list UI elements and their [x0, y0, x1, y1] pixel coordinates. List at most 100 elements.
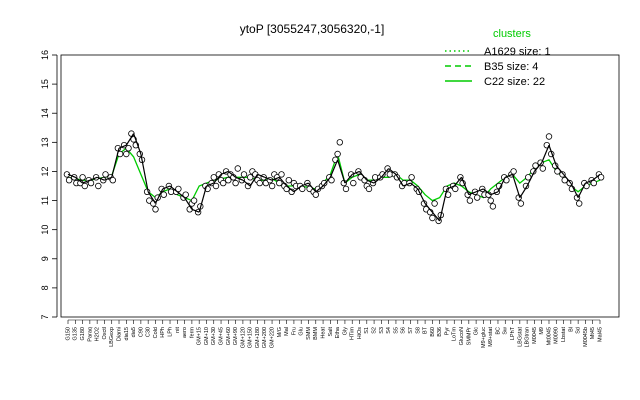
data-point [350, 179, 357, 187]
y-tick-label: 12 [40, 166, 50, 176]
data-point [125, 144, 132, 152]
point-connector [366, 179, 375, 184]
point-connector [133, 133, 142, 155]
point-connector [249, 174, 258, 187]
x-tick-label: Glc [474, 327, 480, 336]
x-tick-label: G135 [73, 327, 79, 340]
point-connector [278, 176, 288, 187]
x-tick-label: LBGexp [109, 327, 115, 347]
x-tick-label: Lbstat [561, 327, 567, 342]
data-point [347, 171, 355, 178]
point-connector [162, 185, 171, 190]
point-connector [475, 188, 484, 193]
x-tick-label: S6 [401, 327, 407, 334]
point-connector [395, 174, 404, 187]
legend-label: A1629 size: 1 [484, 46, 551, 58]
x-tick-label: S3 [379, 327, 385, 334]
x-tick-label: Oxctl [102, 327, 108, 340]
data-point [517, 200, 525, 207]
x-tick-label: Diami [116, 327, 122, 341]
data-point [190, 197, 198, 204]
point-connector [154, 188, 164, 204]
data-point [334, 150, 341, 158]
data-point [276, 179, 283, 187]
x-tick-label: S8 [415, 327, 421, 334]
x-tick-label: C90 [138, 327, 144, 337]
point-connector [417, 188, 426, 204]
point-connector [67, 173, 76, 178]
x-tick-label: Etha [335, 326, 341, 338]
data-point [487, 197, 494, 204]
data-point [225, 176, 232, 184]
x-tick-label: C30 [146, 327, 152, 337]
x-tick-label: HPh [160, 327, 166, 338]
x-tick-label: G180 [80, 327, 86, 340]
point-connector [147, 191, 156, 204]
point-connector [140, 153, 149, 192]
point-connector [380, 168, 390, 178]
data-point [539, 165, 546, 172]
x-tick-label: ferm [189, 327, 195, 338]
point-connector [511, 174, 521, 198]
point-connector [351, 170, 360, 175]
x-tick-label: M0045 [532, 327, 538, 344]
legend-title: clusters [493, 28, 531, 40]
data-point [532, 162, 539, 169]
data-point [212, 182, 220, 190]
point-connector [300, 182, 309, 187]
point-connector [388, 168, 397, 175]
x-tick-label: Paraq [87, 327, 93, 342]
data-point [342, 185, 350, 193]
point-connector [235, 176, 244, 181]
x-tick-label: HiOs [357, 327, 363, 339]
data-point [554, 168, 561, 175]
x-tick-label: GM+15 [197, 327, 203, 345]
point-connector [439, 188, 448, 222]
data-point [210, 174, 217, 181]
data-point [336, 139, 343, 146]
point-connector [271, 176, 280, 181]
point-connector [96, 176, 105, 181]
x-tick-label: GM+200 [262, 327, 268, 348]
x-tick-label: M/G [277, 327, 283, 337]
point-connector [519, 185, 528, 198]
x-tick-label: GM+120 [240, 327, 246, 348]
data-point [81, 182, 88, 190]
point-connector [308, 182, 317, 193]
data-point [321, 179, 328, 187]
point-connector [104, 176, 112, 181]
point-connector [359, 171, 368, 181]
data-point [268, 182, 276, 190]
point-connector [431, 211, 441, 222]
point-connector [74, 176, 83, 184]
data-point [160, 191, 167, 198]
x-tick-label: SMM [306, 327, 312, 340]
y-tick-label: 16 [40, 50, 50, 60]
point-connector [555, 165, 565, 175]
x-tick-label: BMM [313, 327, 319, 340]
y-tick-label: 13 [40, 137, 50, 147]
x-tick-label: LPhT [510, 326, 516, 340]
point-connector [82, 179, 91, 184]
x-tick-label: M9+stat [488, 327, 494, 347]
data-point [365, 185, 373, 193]
data-point [182, 191, 189, 198]
point-connector [483, 188, 492, 196]
x-tick-label: HTim [350, 327, 356, 340]
x-tick-label: S4 [386, 327, 392, 334]
point-connector [322, 176, 331, 187]
point-connector [89, 176, 98, 181]
point-connector [548, 145, 557, 166]
x-tick-label: BC [495, 327, 501, 335]
x-tick-label: GM+90 [233, 327, 239, 345]
data-point [559, 171, 566, 178]
point-connector [206, 182, 214, 187]
point-connector [570, 182, 579, 198]
x-tick-label: aero [182, 327, 188, 338]
x-tick-label: Mt45 [590, 327, 596, 339]
point-connector [344, 173, 353, 184]
x-tick-label: M0090 [554, 327, 560, 344]
y-axis: 7 8 9 10 11 12 13 14 15 16 [40, 50, 58, 320]
x-tick-label: Gly [342, 327, 348, 336]
x-tick-label: Heat [321, 327, 327, 339]
